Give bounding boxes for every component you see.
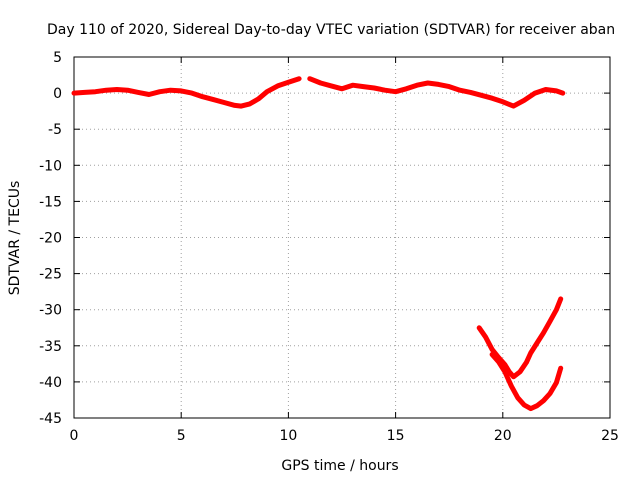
grid-layer (74, 57, 610, 418)
chart-title: Day 110 of 2020, Sidereal Day-to-day VTE… (47, 22, 615, 38)
series-lower-trace-b (489, 352, 564, 412)
series-lower-trace-a (476, 296, 564, 380)
y-tick-label: -10 (39, 158, 62, 174)
y-tick-label: -5 (48, 122, 62, 138)
x-axis-title: GPS time / hours (281, 458, 398, 474)
x-tick-label: 10 (279, 428, 297, 444)
y-tick-label: -35 (39, 339, 62, 355)
x-tick-label: 0 (70, 428, 79, 444)
x-tick-label: 20 (494, 428, 512, 444)
y-tick-label: 5 (53, 50, 62, 66)
x-tick-label: 25 (601, 428, 619, 444)
y-tick-label: -30 (39, 303, 62, 319)
x-tick-label: 5 (177, 428, 186, 444)
y-tick-label: -45 (39, 411, 62, 427)
series-main-trace-b (307, 76, 566, 109)
ticks-layer: 0 5 10 15 20 25 5 0 -5 -10 -15 -20 -25 -30 -35 -40 -45 (39, 50, 619, 444)
y-tick-label: -40 (39, 375, 62, 391)
series-main-trace-a (71, 76, 302, 109)
y-axis-title: SDTVAR / TECUs (7, 181, 23, 296)
y-tick-label: 0 (53, 86, 62, 102)
x-tick-label: 15 (387, 428, 405, 444)
y-tick-label: -20 (39, 231, 62, 247)
y-tick-label: -25 (39, 267, 62, 283)
y-tick-label: -15 (39, 194, 62, 210)
series-layer (71, 76, 566, 412)
